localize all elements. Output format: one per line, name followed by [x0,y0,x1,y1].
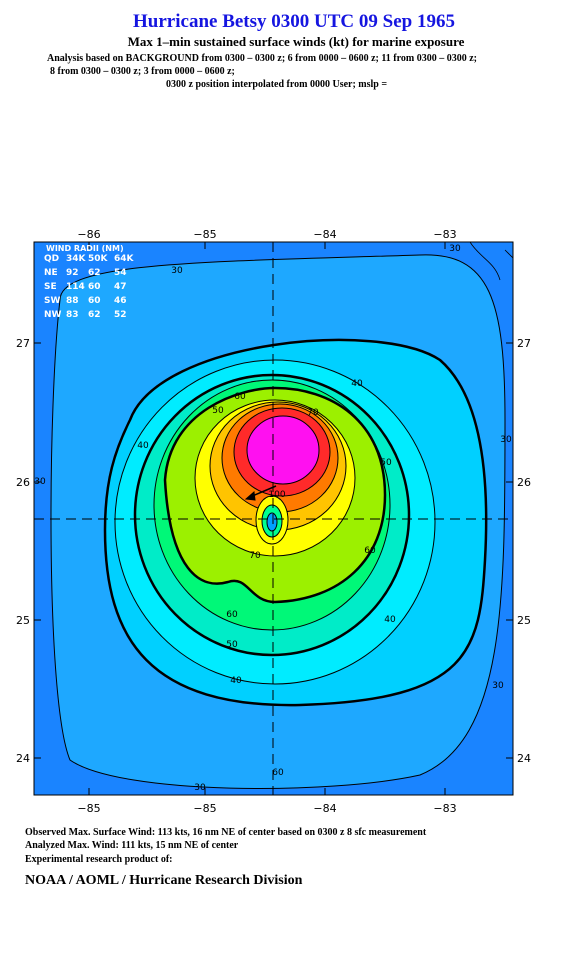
x-tick-label: −84 [313,228,336,241]
wind-radii-cell: 88 [66,296,79,306]
contour-label: 70 [249,551,261,561]
y-tick-label: 27 [16,337,30,350]
contour-label: 60 [364,546,376,556]
wind-radii-cell: 83 [66,310,79,320]
contour-label: 40 [230,676,242,686]
contour-label: 70 [307,408,319,418]
contour-label: 40 [351,379,363,389]
contour-label: 100 [268,490,285,500]
wind-radii-cell: 47 [114,282,127,292]
wind-radii-cell: NW [44,310,62,320]
wind-radii-cell: 62 [88,268,101,278]
wind-radii-header: QD [44,254,59,264]
wind-radii-header: 34K [66,254,87,264]
x-tick-label: −83 [433,802,456,815]
x-tick-label: −85 [193,802,216,815]
footer-line: Observed Max. Surface Wind: 113 kts, 16 … [25,827,427,838]
y-tick-label: 27 [517,337,531,350]
y-tick-label: 25 [517,614,531,627]
contour-label: 30 [194,783,206,793]
wind-radii-title: WIND RADII (NM) [46,244,124,253]
wind-radii-cell: 114 [66,282,85,292]
wind-radii-cell: 54 [114,268,127,278]
analysis-line: Analysis based on BACKGROUND from 0300 –… [47,53,477,64]
contour-label: 40 [137,441,149,451]
contour-label: 30 [492,681,504,691]
x-tick-label: −83 [433,228,456,241]
contour-label: 60 [226,610,238,620]
x-tick-label: −85 [193,228,216,241]
y-tick-label: 24 [517,752,531,765]
footer-line: Analyzed Max. Wind: 111 kts, 15 nm NE of… [25,840,239,851]
wind-radii-cell: 60 [88,282,101,292]
y-tick-label: 25 [16,614,30,627]
footer-line: NOAA / AOML / Hurricane Research Divisio… [25,873,303,888]
title: Hurricane Betsy 0300 UTC 09 Sep 1965 [133,11,455,32]
y-tick-label: 24 [16,752,30,765]
contour-label: 60 [272,768,284,778]
wind-radii-cell: 92 [66,268,79,278]
map-frame [33,241,514,796]
contour-label: 50 [226,640,238,650]
wind-radii-header: 50K [88,254,109,264]
x-tick-label: −86 [77,228,100,241]
contour-label: 30 [171,266,183,276]
x-tick-label: −84 [313,802,336,815]
wind-field [34,242,513,795]
x-tick-label: −85 [77,802,100,815]
contour-label: 60 [234,392,246,402]
contour-label: 30 [500,435,512,445]
contour-label: 40 [384,615,396,625]
wind-radii-cell: 46 [114,296,127,306]
wind-radii-cell: 52 [114,310,127,320]
wind-radii-cell: NE [44,268,58,278]
contour-label: 50 [380,458,392,468]
footer-line: Experimental research product of: [25,854,172,865]
wind-radii-cell: 62 [88,310,101,320]
analysis-line: 0300 z position interpolated from 0000 U… [166,79,387,90]
wind-radii-cell: SW [44,296,60,306]
y-tick-label: 26 [517,476,531,489]
subtitle: Max 1–min sustained surface winds (kt) f… [128,34,465,49]
wind-radii-cell: SE [44,282,57,292]
analysis-line: 8 from 0300 – 0300 z; 3 from 0000 – 0600… [50,66,235,77]
wind-radii-cell: 60 [88,296,101,306]
contour-label: 30 [34,477,46,487]
contour-label: 50 [212,406,224,416]
y-tick-label: 26 [16,476,30,489]
contour-label: 30 [449,244,461,254]
wind-radii-header: 64K [114,254,135,264]
